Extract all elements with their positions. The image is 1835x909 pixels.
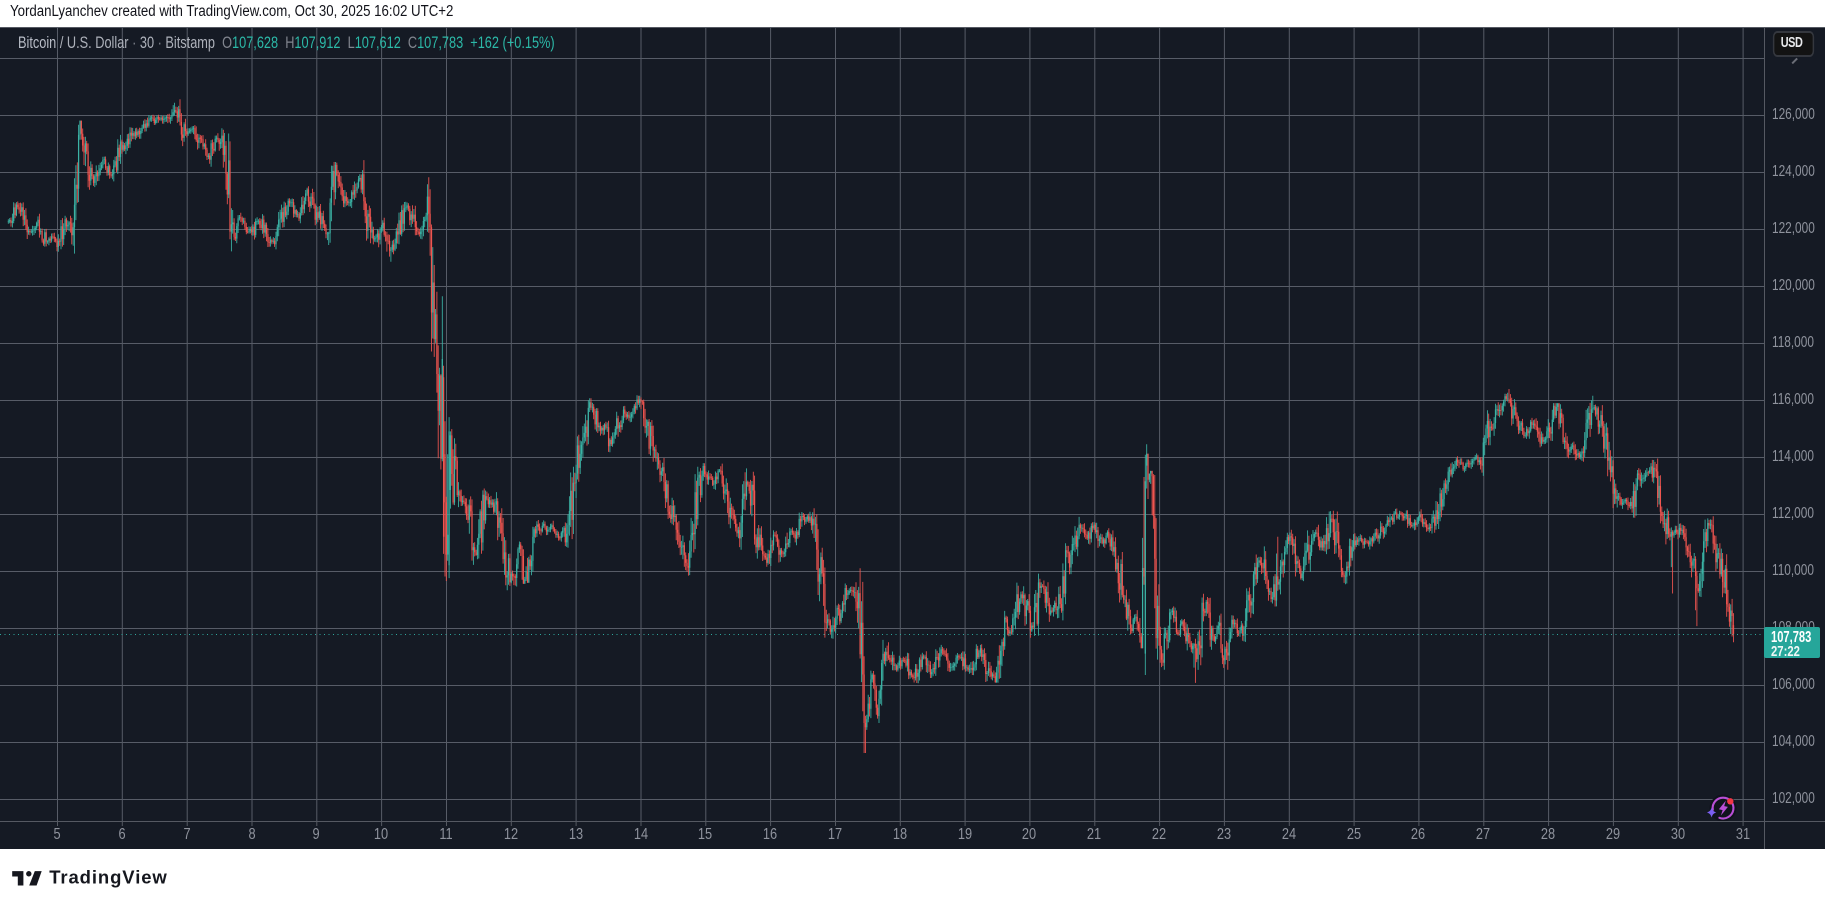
svg-text:TradingView: TradingView [49,867,168,888]
